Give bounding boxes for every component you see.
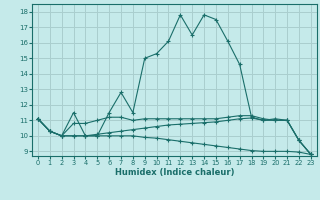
X-axis label: Humidex (Indice chaleur): Humidex (Indice chaleur) — [115, 168, 234, 177]
